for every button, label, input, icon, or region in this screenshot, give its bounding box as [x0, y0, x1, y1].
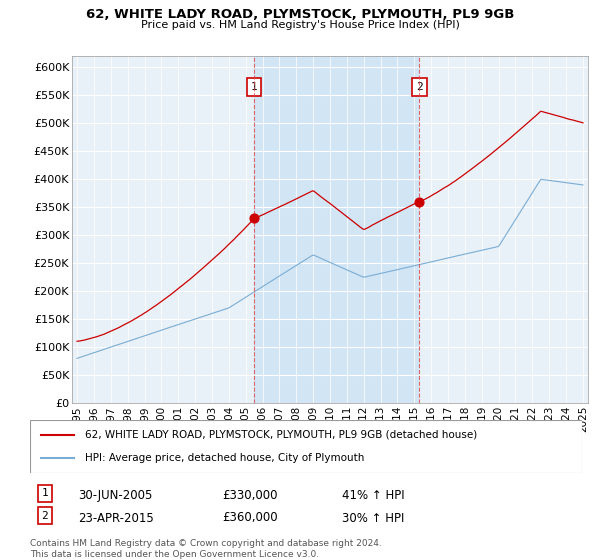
Text: 62, WHITE LADY ROAD, PLYMSTOCK, PLYMOUTH, PL9 9GB: 62, WHITE LADY ROAD, PLYMSTOCK, PLYMOUTH…: [86, 8, 514, 21]
Text: 41% ↑ HPI: 41% ↑ HPI: [342, 489, 404, 502]
Text: Price paid vs. HM Land Registry's House Price Index (HPI): Price paid vs. HM Land Registry's House …: [140, 20, 460, 30]
Text: 30-JUN-2005: 30-JUN-2005: [78, 489, 152, 502]
FancyBboxPatch shape: [30, 420, 582, 473]
Text: £330,000: £330,000: [222, 489, 277, 502]
Text: 62, WHITE LADY ROAD, PLYMSTOCK, PLYMOUTH, PL9 9GB (detached house): 62, WHITE LADY ROAD, PLYMSTOCK, PLYMOUTH…: [85, 430, 478, 440]
Text: 1: 1: [251, 82, 257, 92]
Text: 30% ↑ HPI: 30% ↑ HPI: [342, 511, 404, 525]
Text: Contains HM Land Registry data © Crown copyright and database right 2024.
This d: Contains HM Land Registry data © Crown c…: [30, 539, 382, 559]
Text: 2: 2: [41, 511, 49, 521]
Text: 1: 1: [41, 488, 49, 498]
Point: [415, 197, 424, 206]
Text: HPI: Average price, detached house, City of Plymouth: HPI: Average price, detached house, City…: [85, 453, 365, 463]
Text: 23-APR-2015: 23-APR-2015: [78, 511, 154, 525]
Text: 2: 2: [416, 82, 423, 92]
Bar: [254, 56, 419, 403]
Text: £360,000: £360,000: [222, 511, 278, 525]
Point: [250, 214, 259, 223]
